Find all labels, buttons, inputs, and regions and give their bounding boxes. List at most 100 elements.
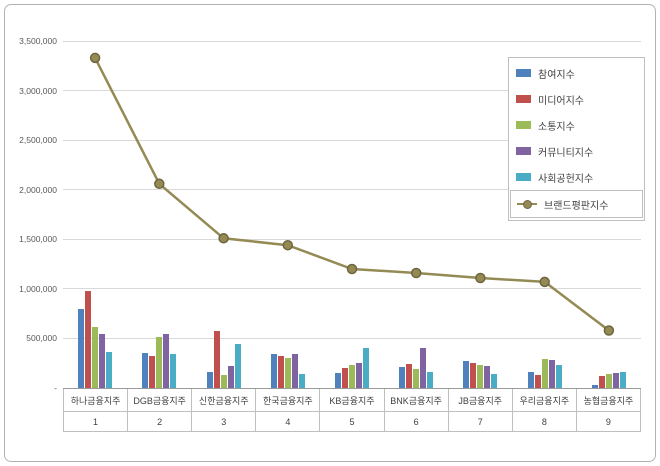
bar [92,326,99,388]
line-marker [410,267,422,279]
category-number: 8 [513,412,577,431]
legend-label: 참여지수 [538,69,575,81]
bar [541,359,548,388]
legend-item: 브랜드평판지수 [510,190,643,218]
legend-swatch [516,95,531,103]
bar [99,334,106,388]
gridline [63,238,641,240]
legend-item: 커뮤니티지수 [510,138,643,164]
legend-item: 참여지수 [510,60,643,86]
y-tick-label: 3,000,000 [19,85,57,96]
line-marker [154,178,165,190]
bar [291,354,298,388]
y-tick-label: 3,500,000 [19,36,57,46]
bar [277,356,284,388]
bar [427,372,434,388]
legend-swatch [516,69,531,77]
line-marker [346,263,358,275]
legend-line-marker [517,199,537,209]
bar [163,334,170,388]
category-label: BNK금융지주 [385,389,449,411]
gridline [63,40,641,42]
category-label: 신한금융지주 [192,389,257,411]
bar [335,373,341,388]
bar [170,354,177,388]
bar [406,364,413,388]
legend-label: 브랜드평판지수 [544,200,609,212]
legend-swatch [516,147,531,155]
category-label: 농협금융지주 [577,389,641,411]
bar [234,344,241,388]
y-tick-label: 1,500,000 [19,234,57,245]
bar [363,348,369,388]
legend-item: 소통지수 [510,112,643,138]
category-number: 2 [128,412,193,431]
x-axis: 하나금융지주 DGB금융지주 신한금융지주 한국금융지주 KB금융지주 BNK금융지주 JB… [63,388,641,432]
legend-item: 미디어지수 [510,86,643,112]
category-label: 한국금융지주 [256,389,321,411]
category-label: DGB금융지주 [128,389,193,411]
legend-label: 미디어지수 [538,95,584,107]
bar [619,372,626,388]
bar [598,376,605,388]
y-tick-label: 500,000 [26,333,57,344]
bar [591,385,598,388]
bar [227,366,234,388]
category-number: 6 [385,412,449,431]
bar [270,354,277,388]
category-number: 3 [192,412,257,431]
bar [156,337,163,388]
bar [534,375,541,388]
category-number: 5 [320,412,385,431]
bar [220,375,227,388]
bar [477,365,484,388]
category-number: 9 [577,412,641,431]
category-label: 하나금융지주 [63,389,129,411]
bar [463,361,470,388]
y-tick-label: 1,000,000 [19,283,57,294]
gridline [63,337,641,339]
category-number: 4 [256,412,321,431]
category-label: JB금융지주 [449,389,513,411]
bar [298,374,305,388]
y-tick-label: - [54,383,57,393]
bar [470,363,477,388]
y-tick-label: 2,500,000 [19,135,57,146]
y-tick-label: 2,000,000 [19,184,57,195]
bar [106,352,113,388]
bar [420,348,427,388]
bar [484,366,491,388]
gridline [63,288,641,290]
category-label: KB금융지주 [320,389,385,411]
line-marker [603,325,615,336]
bar [399,367,406,388]
legend-swatch [516,173,531,181]
bar [85,290,92,388]
bar [206,372,213,388]
legend-label: 소통지수 [538,121,575,133]
bar [612,373,619,388]
line-marker [475,272,486,284]
brand-reputation-chart: 하나금융지주 DGB금융지주 신한금융지주 한국금융지주 KB금융지주 BNK금융지주 JB… [4,4,656,462]
bar [527,372,534,388]
legend-swatch [516,121,531,129]
bar [413,369,420,388]
bar [605,374,612,388]
legend-label: 사회공헌지수 [538,173,594,185]
bar [284,358,291,388]
category-number: 1 [63,412,129,431]
bar [142,353,149,388]
line-marker [539,276,550,288]
bar [349,365,355,388]
bar [548,360,555,388]
legend-label: 커뮤니티지수 [538,147,594,159]
line-marker [89,52,101,64]
legend-item: 사회공헌지수 [510,164,643,190]
bar [342,368,348,388]
bar [149,356,156,388]
bar [356,363,362,388]
bar [78,308,85,388]
line-marker [282,239,294,251]
category-label: 우리금융지주 [513,389,577,411]
